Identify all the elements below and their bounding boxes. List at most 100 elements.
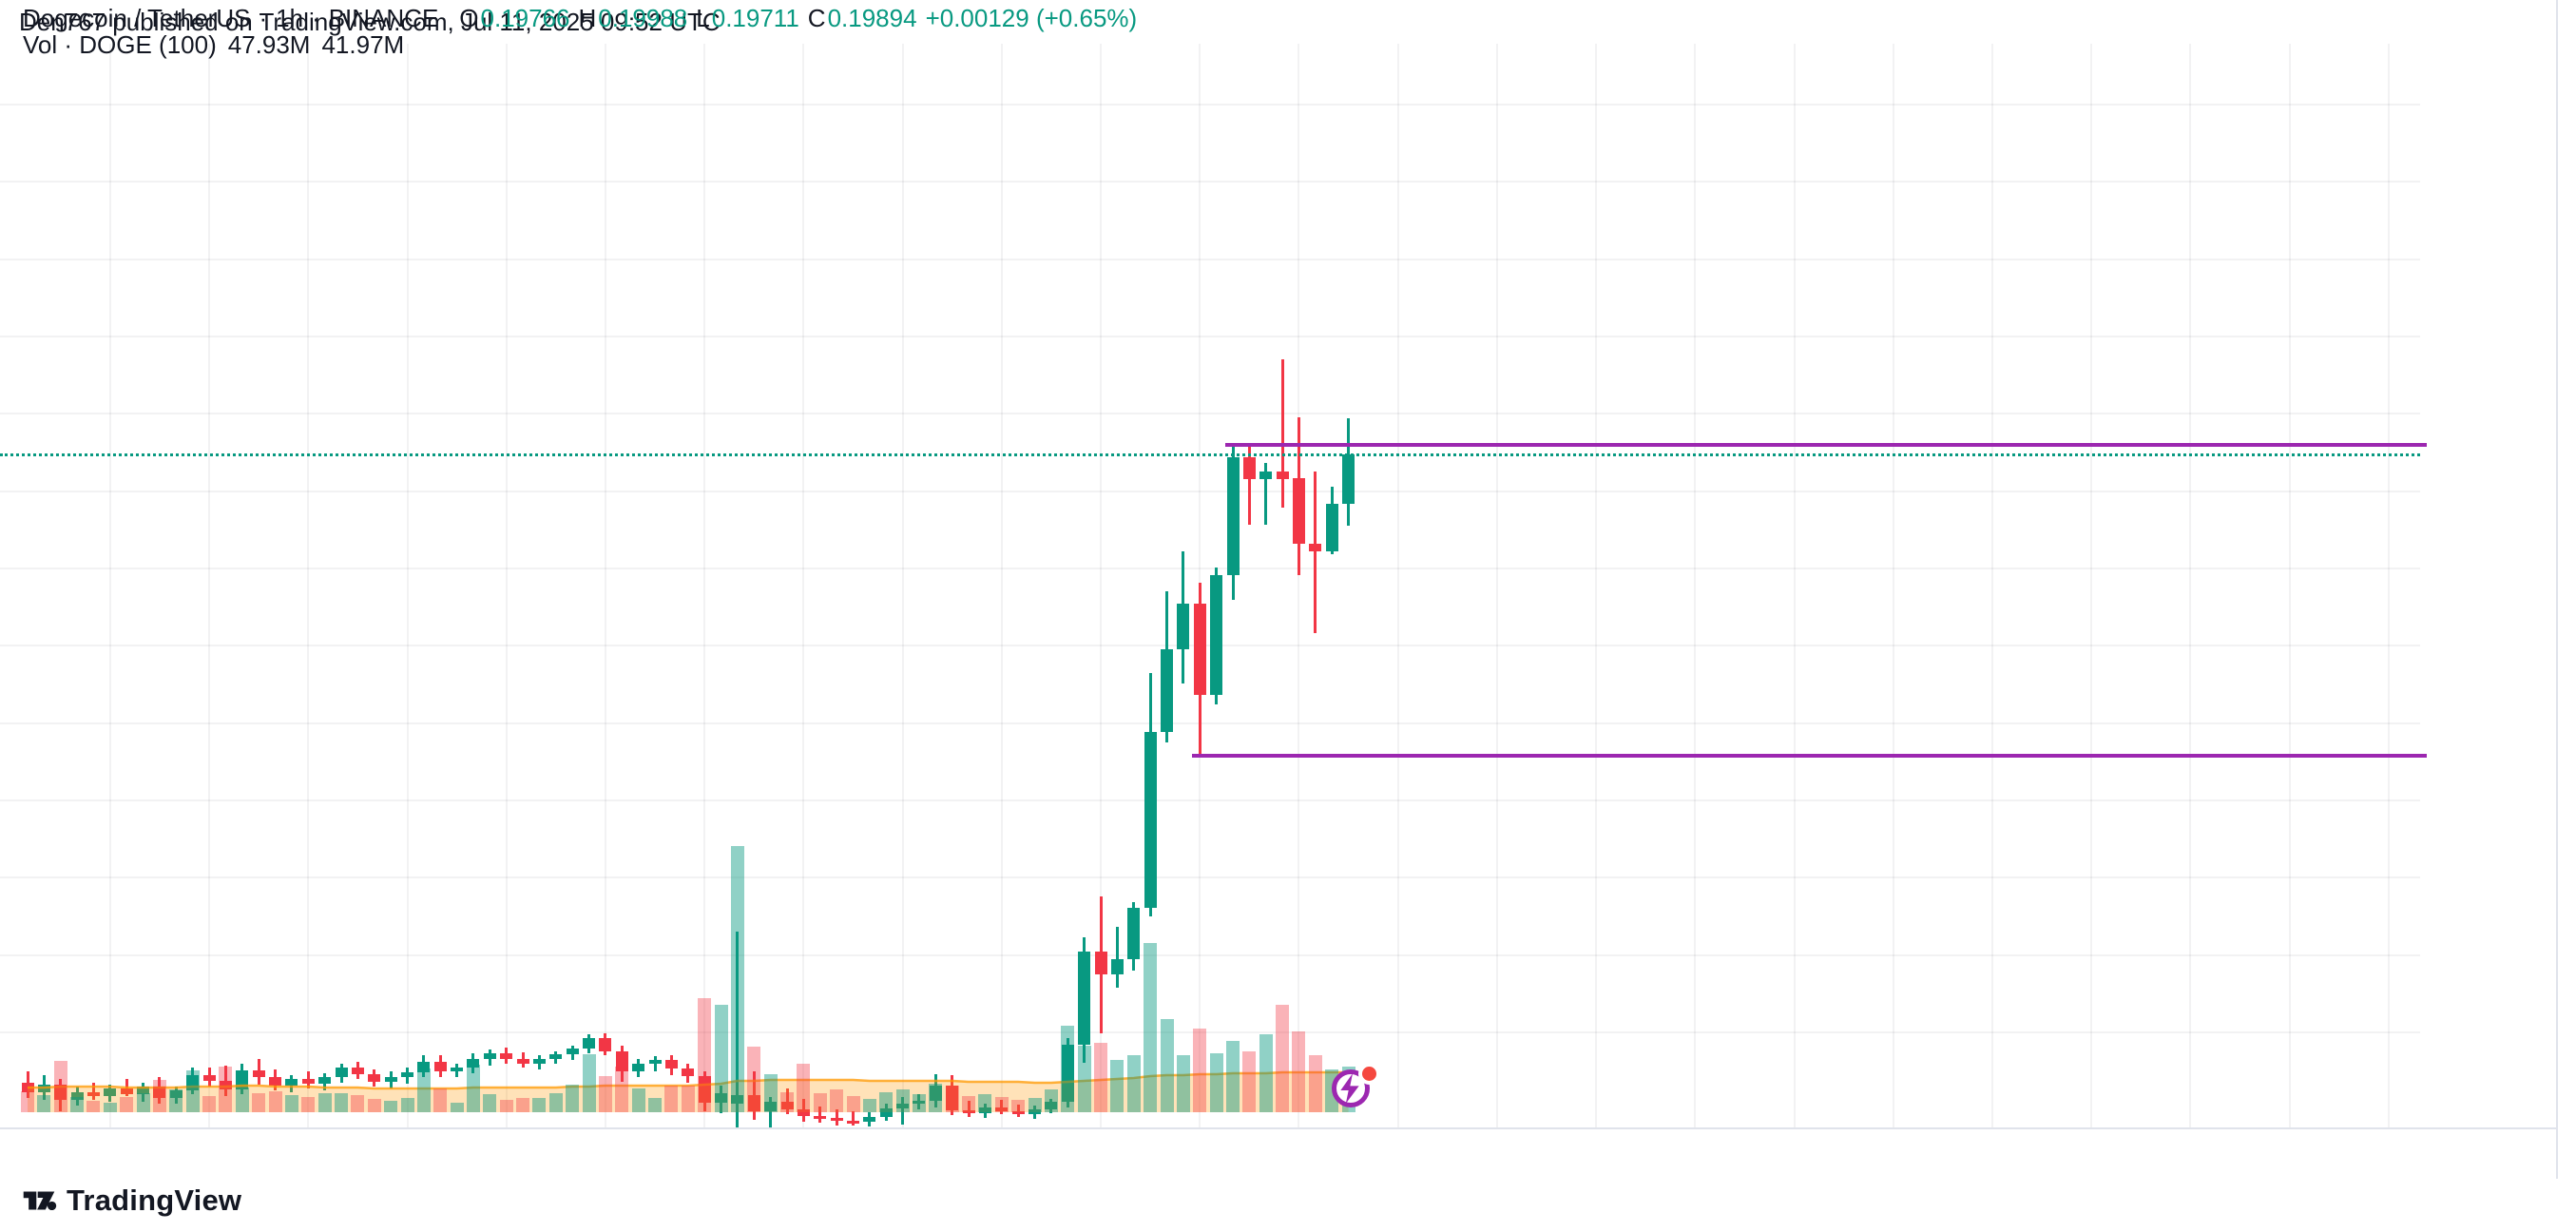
volume-bar	[499, 1100, 513, 1112]
horizontal-gridline	[0, 336, 2420, 337]
candle-body	[351, 1068, 364, 1074]
high-value: 0.19988	[598, 4, 688, 32]
candle-body	[664, 1060, 678, 1069]
candle-body	[1276, 472, 1289, 480]
horizontal-gridline	[0, 645, 2420, 647]
candle-body	[1210, 575, 1223, 696]
vertical-gridline	[901, 44, 904, 1127]
volume-ma-value: 41.97M	[321, 30, 405, 59]
candle-wick	[852, 1110, 855, 1126]
candle-body	[219, 1080, 232, 1090]
candle-body	[1309, 543, 1322, 551]
price-axis[interactable]: 0.208000.206000.204000.202000.200000.198…	[2420, 0, 2576, 1179]
volume-bar	[962, 1096, 976, 1112]
volume-bar	[1044, 1089, 1058, 1112]
candle-wick	[1247, 444, 1251, 526]
volume-bar	[648, 1098, 663, 1112]
volume-bar	[235, 1088, 249, 1112]
volume-bar	[284, 1095, 298, 1112]
volume-bar	[466, 1065, 480, 1112]
volume-bar	[1193, 1029, 1207, 1112]
candle-body	[401, 1072, 413, 1077]
volume-bar	[317, 1093, 332, 1112]
horizontal-gridline	[0, 413, 2420, 415]
volume-study-label[interactable]: Vol · DOGE (100)	[23, 30, 217, 59]
vertical-gridline	[2189, 44, 2192, 1127]
legend-separator: ·	[312, 4, 320, 32]
candle-body	[549, 1053, 563, 1059]
volume-bar	[169, 1089, 183, 1112]
horizontal-ray-drawing[interactable]	[1225, 442, 2427, 447]
vertical-gridline	[1100, 44, 1103, 1127]
candle-wick	[736, 932, 740, 1129]
horizontal-ray-drawing[interactable]	[1192, 754, 2427, 759]
candle-body	[814, 1115, 827, 1119]
candle-body	[847, 1120, 859, 1124]
chart-plot-area[interactable]	[0, 44, 2427, 1129]
vertical-gridline	[108, 44, 111, 1127]
candle-wick	[818, 1107, 822, 1124]
volume-bar	[1094, 1043, 1108, 1112]
candle-body	[1193, 603, 1206, 696]
low-value: 0.19711	[711, 4, 799, 32]
candle-body	[318, 1076, 332, 1084]
candle-body	[153, 1086, 166, 1099]
candle-body	[483, 1053, 496, 1059]
candle-body	[1242, 456, 1256, 479]
horizontal-gridline	[0, 799, 2420, 801]
candle-body	[1259, 472, 1273, 479]
volume-bar	[1292, 1031, 1306, 1112]
candle-body	[962, 1110, 975, 1114]
volume-bar	[1061, 1026, 1075, 1112]
legend-row-main[interactable]: Dogecoin / TetherUS · 1h · BINANCE O 0.19…	[23, 4, 1137, 33]
vertical-gridline	[2387, 44, 2390, 1127]
volume-bar	[416, 1068, 431, 1112]
candle-body	[863, 1117, 876, 1123]
candle-body	[583, 1037, 596, 1049]
vertical-gridline	[1892, 44, 1894, 1127]
volume-bar	[384, 1101, 398, 1112]
candle-wick	[901, 1097, 905, 1125]
volume-bar	[1226, 1041, 1240, 1112]
candle-body	[532, 1058, 546, 1065]
volume-bar	[483, 1094, 497, 1112]
volume-bar	[433, 1088, 448, 1112]
volume-bar	[1276, 1005, 1290, 1112]
volume-bar	[945, 1086, 959, 1112]
volume-bar	[301, 1097, 316, 1112]
volume-bar	[730, 846, 744, 1112]
candle-body	[202, 1074, 216, 1081]
vertical-gridline	[406, 44, 409, 1127]
volume-bar	[929, 1084, 943, 1112]
time-axis[interactable]: 06:0012:0018:00906:0012:0018:001006:0012…	[0, 1127, 2576, 1181]
symbol-title[interactable]: Dogecoin / TetherUS	[23, 4, 251, 32]
candle-wick	[1016, 1105, 1020, 1117]
candle-body	[467, 1058, 480, 1068]
candle-body	[1078, 952, 1091, 1045]
footer-brand[interactable]: TradingView	[21, 1183, 241, 1219]
volume-bar	[202, 1096, 217, 1112]
volume-bar	[1011, 1100, 1026, 1112]
open-value: 0.19766	[480, 4, 570, 32]
legend-row-volume[interactable]: Vol · DOGE (100) 47.93M 41.97M	[23, 30, 404, 60]
vertical-gridline	[505, 44, 508, 1127]
candle-body	[1342, 454, 1355, 505]
candle-wick	[653, 1056, 657, 1071]
volume-bar	[87, 1101, 101, 1112]
volume-bar	[830, 1089, 844, 1112]
candle-body	[368, 1073, 381, 1083]
volume-bar	[548, 1093, 563, 1112]
horizontal-gridline	[0, 876, 2420, 879]
volume-bar	[21, 1091, 34, 1112]
vertical-gridline	[2090, 44, 2093, 1127]
candle-body	[104, 1088, 117, 1097]
volume-bar	[70, 1097, 85, 1112]
candle-body	[1110, 958, 1124, 974]
interval-label[interactable]: 1h	[276, 4, 304, 32]
candle-body	[269, 1076, 282, 1087]
lightning-icon	[1339, 1073, 1359, 1104]
volume-bar	[219, 1067, 233, 1112]
vertical-gridline	[604, 44, 606, 1127]
candle-body	[516, 1059, 529, 1065]
